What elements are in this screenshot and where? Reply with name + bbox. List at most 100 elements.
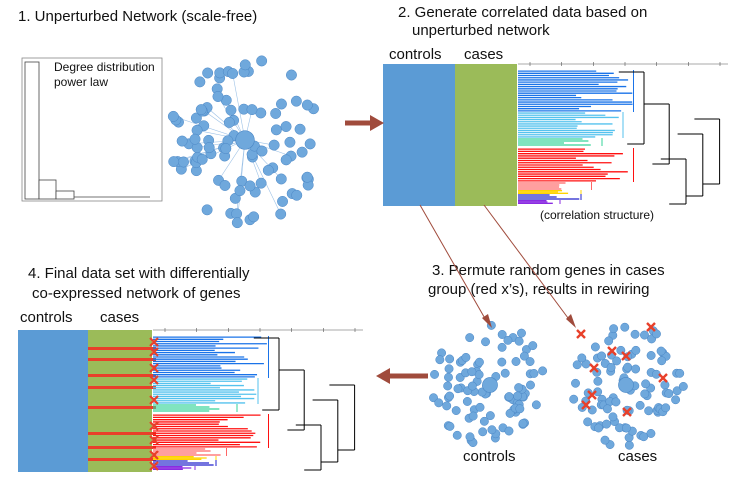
network-node [593,376,603,386]
network-node [497,342,507,352]
network-node [284,136,296,148]
network-node [430,369,439,379]
controls-label-top: controls [389,46,442,63]
network-node [290,95,302,107]
network-node [212,91,224,102]
correlation-caption: (correlation structure) [540,208,655,222]
network-node [640,330,649,340]
perturbed-row [88,458,156,461]
network-node [444,372,453,382]
red-x-marker [658,373,668,383]
network-node [445,421,455,431]
perturbed-row [88,358,156,361]
perturbed-rows [88,347,156,461]
network-node [262,164,274,176]
network-node [203,142,215,154]
network-node [577,353,587,363]
network-node [225,104,237,116]
network-node [201,204,213,216]
network-node [475,402,485,412]
perturbed-row [88,406,156,409]
network-node [445,354,455,364]
network-node [608,412,618,422]
network-node [194,76,206,88]
step3-title-line1: 3. Permute random genes in cases [432,262,665,279]
network-node [593,387,603,397]
red-x-marker [589,363,599,373]
network-node [656,346,666,356]
network-node [513,391,522,401]
network-node [504,426,514,436]
cases-network [569,322,688,450]
dendrogram-bottom [149,328,363,471]
network-node [467,367,477,377]
network-node [442,401,452,411]
network-node [234,185,246,197]
red-x-marker [149,421,159,431]
degree-distribution-plot [21,57,163,202]
network-node [248,211,260,223]
network-node [572,360,582,370]
hub-node [618,377,634,393]
network-node [671,395,681,405]
histogram-bar [55,190,75,200]
controls-block-top [383,64,455,206]
network-node [651,329,661,339]
arrow-down-controls-icon [419,204,492,328]
arrow-down-cases-icon [483,204,576,328]
network-node [660,380,670,390]
step4-title-line1: 4. Final data set with differentially [28,265,250,282]
network-node [606,362,616,372]
network-node [487,425,497,435]
network-node [594,423,604,433]
degree-label-line1: Degree distribution [54,60,155,74]
network-node [518,419,528,428]
network-node [435,355,445,365]
network-node [519,351,529,361]
step4-title-line2: co-expressed network of genes [32,285,241,302]
network-node [443,381,453,391]
network-node [639,432,649,442]
perturbed-row [88,386,156,389]
network-node [569,394,579,404]
network-node [178,156,189,168]
network-node [277,195,288,207]
network-node [500,368,510,378]
network-node [239,59,251,71]
network-node [640,389,650,399]
step1-title: 1. Unperturbed Network (scale-free) [18,8,258,25]
network-node [280,121,292,132]
red-x-marker [149,363,159,373]
network-node [504,392,514,401]
hub-node [482,377,498,393]
red-x-marker [646,322,656,332]
network-node [462,397,472,406]
network-node [190,112,202,124]
network-node [280,154,292,166]
network-node [600,435,610,445]
network-node [195,104,207,116]
network-node [514,336,524,346]
network-node [256,55,268,67]
cases-block-bottom [88,330,152,472]
controls-network [429,320,548,448]
network-node [511,357,521,366]
red-x-marker [622,407,632,417]
network-node [453,384,463,394]
network-node [622,423,631,433]
network-node [597,351,607,361]
perturbed-row [88,347,156,350]
network-node [481,337,490,347]
network-node [604,336,614,346]
red-x-marker [149,347,159,357]
network-node [168,156,180,168]
network-node [602,419,611,429]
network-node [478,427,488,437]
network-node [646,351,656,360]
network-node [503,335,513,345]
network-node [227,68,239,79]
network-node [529,369,539,378]
network-node [525,357,535,367]
